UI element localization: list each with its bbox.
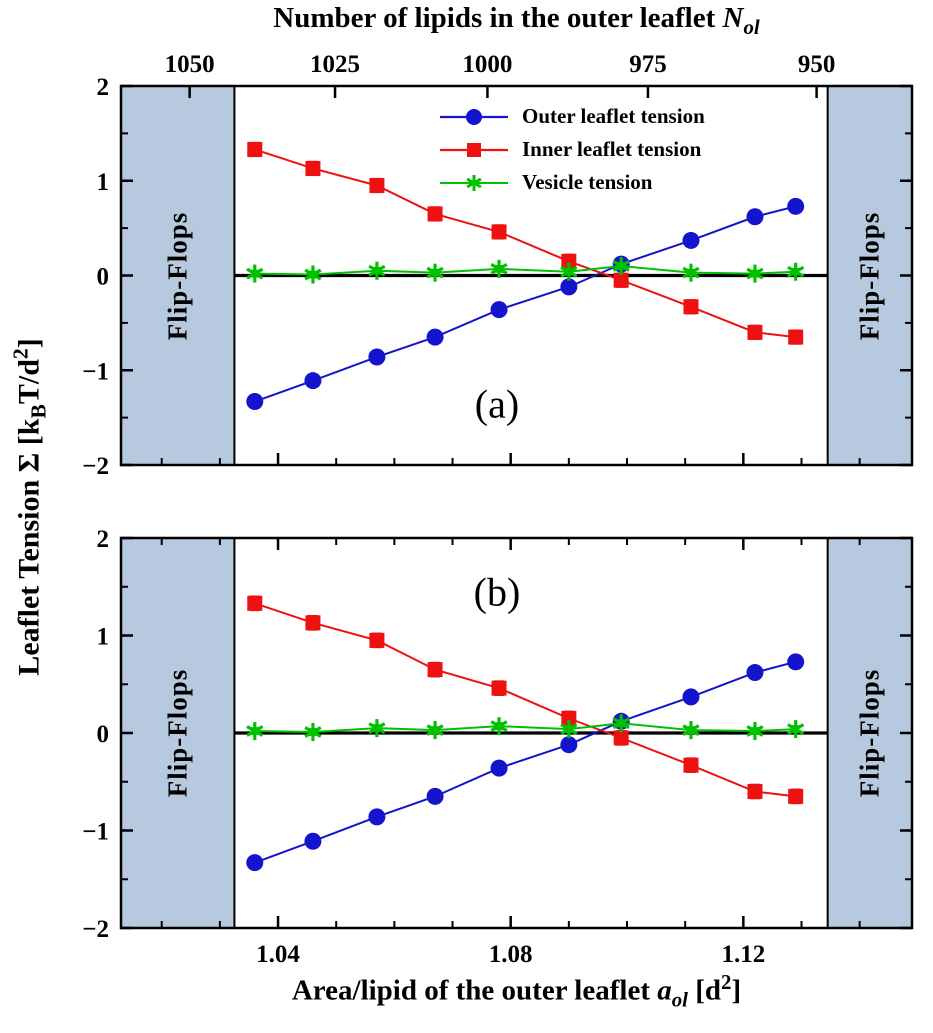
svg-text:−2: −2	[82, 916, 109, 943]
flip-flops-label-top-left: Flip-Flops	[162, 211, 193, 341]
svg-text:1025: 1025	[310, 51, 360, 78]
legend-item-vesicle: Vesicle tension	[438, 166, 705, 199]
x-axis-title-var: a	[657, 974, 672, 1007]
legend-item-inner: Inner leaflet tension	[438, 133, 705, 166]
top-axis-title: Number of lipids in the outer leaflet No…	[100, 2, 933, 40]
legend-label-vesicle: Vesicle tension	[522, 170, 653, 194]
svg-text:0: 0	[97, 264, 110, 291]
svg-text:2: 2	[97, 526, 110, 553]
svg-text:0: 0	[97, 721, 110, 748]
svg-text:−1: −1	[82, 358, 109, 385]
svg-text:1: 1	[97, 169, 110, 196]
svg-text:1.04: 1.04	[256, 941, 300, 968]
y-axis-title-text: Leaflet Tension Σ [k	[12, 418, 46, 676]
legend-marker-square	[440, 142, 508, 157]
y-axis-title-sub: B	[26, 404, 51, 419]
x-axis-title-sup: 2	[721, 970, 732, 994]
panel-a-label: (a)	[474, 381, 520, 427]
svg-text:1050: 1050	[165, 51, 215, 78]
x-axis-title: Area/lipid of the outer leaflet aol [d2]	[100, 970, 933, 1012]
legend-label-inner: Inner leaflet tension	[522, 137, 702, 161]
legend-marker-star	[440, 174, 508, 191]
svg-text:950: 950	[798, 51, 836, 78]
svg-text:1.08: 1.08	[489, 941, 533, 968]
svg-text:2: 2	[97, 74, 110, 101]
svg-text:−2: −2	[82, 453, 109, 480]
flip-flops-label-top-right: Flip-Flops	[854, 211, 885, 341]
x-axis-title-text: Area/lipid of the outer leaflet	[291, 974, 658, 1007]
y-axis-title-mid: T/d	[12, 359, 46, 405]
top-axis-title-var: N	[722, 2, 744, 34]
legend-item-outer: Outer leaflet tension	[438, 100, 705, 133]
svg-text:1.12: 1.12	[721, 941, 765, 968]
x-axis-title-sub: ol	[671, 987, 688, 1012]
panel-b-label: (b)	[473, 569, 521, 615]
legend-label-outer: Outer leaflet tension	[522, 104, 705, 128]
top-axis-title-text: Number of lipids in the outer leaflet	[273, 2, 723, 34]
y-axis-title-post: ]	[12, 338, 46, 349]
top-axis-title-sub: ol	[743, 14, 760, 39]
svg-text:1: 1	[97, 624, 110, 651]
legend: Outer leaflet tension Inner leaflet tens…	[438, 100, 705, 199]
svg-text:1000: 1000	[462, 51, 512, 78]
svg-text:−1: −1	[82, 819, 109, 846]
svg-text:975: 975	[629, 51, 667, 78]
x-axis-title-mid: [d	[687, 974, 722, 1007]
x-axis-title-post: ]	[731, 974, 742, 1007]
y-axis-title-sup: 2	[8, 348, 33, 360]
flip-flops-label-bottom-left: Flip-Flops	[162, 668, 193, 798]
flip-flops-label-bottom-right: Flip-Flops	[854, 668, 885, 798]
y-axis-title: Leaflet Tension Σ [kBT/d2]	[9, 338, 52, 675]
legend-marker-circle	[440, 108, 508, 125]
